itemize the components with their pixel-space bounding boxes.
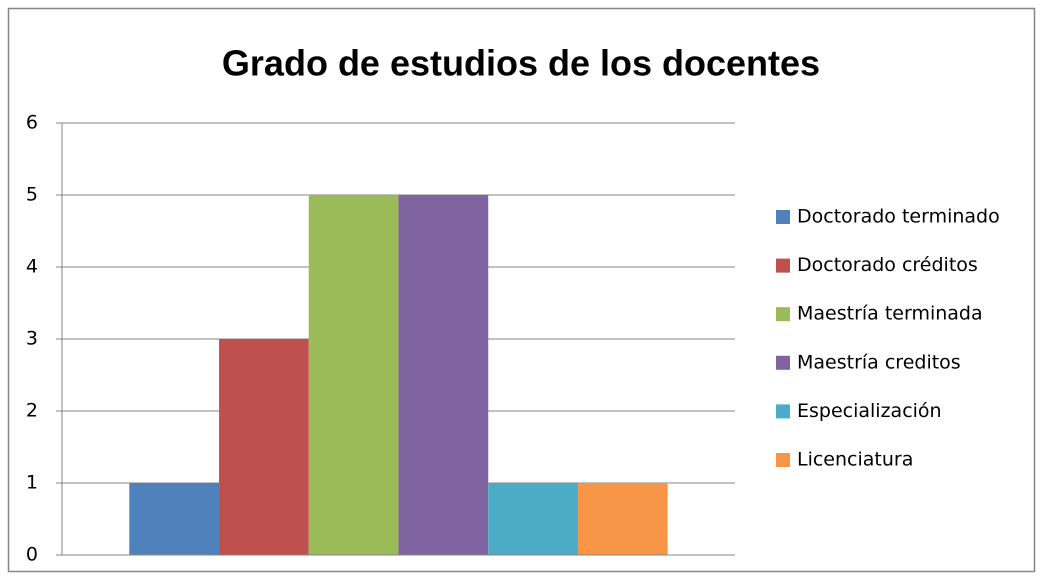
y-tick-label: 4 (26, 256, 38, 278)
legend-swatch (776, 210, 790, 224)
chart-title: Grado de estudios de los docentes (222, 43, 820, 84)
legend-label: Especialización (797, 400, 942, 422)
bar (577, 483, 668, 555)
y-tick-label: 3 (26, 328, 38, 350)
legend-swatch (776, 258, 790, 273)
bar (129, 483, 220, 555)
legend-swatch (776, 355, 790, 370)
y-tick-label: 2 (26, 400, 38, 422)
chart-frame (7, 7, 1036, 573)
legend-swatch (776, 453, 790, 467)
bar (219, 339, 309, 555)
bar (308, 195, 399, 555)
legend-label: Maestría creditos (797, 351, 961, 373)
bar (398, 195, 489, 555)
legend-swatch (776, 404, 790, 419)
y-tick-label: 1 (26, 472, 38, 494)
bar (488, 483, 578, 555)
legend-label: Doctorado créditos (797, 254, 978, 276)
legend-label: Licenciatura (797, 449, 913, 471)
y-tick-label: 5 (26, 184, 38, 206)
legend-label: Doctorado terminado (797, 206, 1000, 228)
y-tick-label: 6 (26, 112, 38, 134)
y-tick-label: 0 (26, 544, 38, 566)
legend-swatch (776, 307, 790, 322)
legend-label: Maestría terminada (797, 303, 983, 325)
